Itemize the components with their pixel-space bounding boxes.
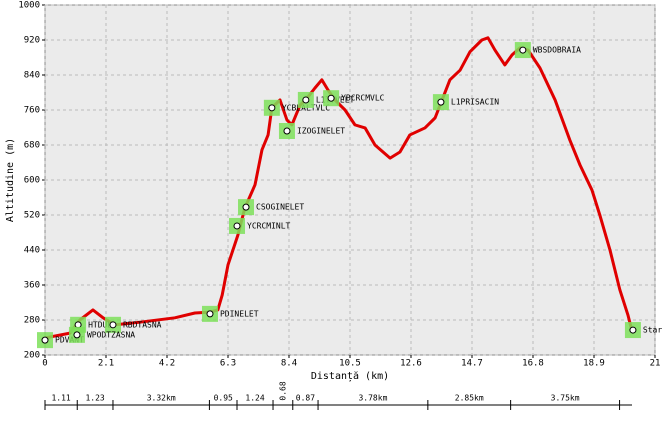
waypoint-icon (242, 203, 250, 211)
segment-label: 3.32km (147, 394, 176, 403)
waypoint-icon (629, 326, 637, 334)
x-tick-label: 14.7 (461, 359, 483, 369)
x-tick-label: 0 (42, 359, 47, 369)
y-tick-label: 1000 (18, 1, 40, 11)
waypoint-label: WBSDOBRAIA (533, 46, 581, 55)
segment-label: 0.87 (296, 394, 315, 403)
waypoint-label: YCRCMINLT (247, 221, 291, 230)
x-tick-label: 8.4 (281, 359, 297, 369)
waypoint-icon (233, 222, 241, 230)
waypoint-icon (283, 127, 291, 135)
y-tick-label: 680 (24, 141, 40, 151)
y-tick-label: 280 (24, 316, 40, 326)
waypoint-label: PDINELET (220, 309, 259, 318)
y-tick-label: 600 (24, 176, 40, 186)
segment-label: 0.95 (214, 394, 233, 403)
y-tick-label: 840 (24, 71, 40, 81)
waypoint-label: IZOGINELET (297, 127, 345, 136)
waypoint-icon (327, 94, 335, 102)
waypoint-icon (41, 336, 49, 344)
waypoint-label: RBDTASNA (123, 320, 162, 329)
x-tick-label: 12.6 (400, 359, 422, 369)
waypoint-icon (519, 46, 527, 54)
segment-label: 1.23 (85, 394, 104, 403)
segment-label: 0.68 (278, 381, 287, 400)
segment-label: 3.75km (551, 394, 580, 403)
x-axis-title: Distanță (km) (311, 370, 389, 382)
y-tick-label: 200 (24, 351, 40, 361)
y-tick-label: 520 (24, 211, 40, 221)
waypoint-label: Start (643, 326, 662, 335)
y-axis-title: Altitudine (m) (5, 138, 16, 222)
y-tick-label: 440 (24, 246, 40, 256)
y-tick-label: 760 (24, 106, 40, 116)
y-tick-label: 360 (24, 281, 40, 291)
waypoint-icon (109, 321, 117, 329)
waypoint-icon (268, 104, 276, 112)
waypoint-label: L1PRISACIN (451, 98, 499, 107)
segment-label: 3.78km (358, 394, 387, 403)
y-tick-label: 920 (24, 36, 40, 46)
segment-label: 1.11 (51, 394, 70, 403)
waypoint-label: HTDUL (88, 320, 112, 329)
x-tick-label: 2.1 (98, 359, 114, 369)
segment-label: 2.85km (455, 394, 484, 403)
waypoint-icon (302, 96, 310, 104)
waypoint-icon (206, 310, 214, 318)
x-tick-label: 18.9 (583, 359, 605, 369)
waypoint-label: YBCRCMVLC (341, 94, 385, 103)
x-tick-label: 21 (650, 359, 661, 369)
x-tick-label: 16.8 (522, 359, 544, 369)
waypoint-label: CSOGINELET (256, 203, 304, 212)
x-tick-label: 4.2 (159, 359, 175, 369)
x-tick-label: 10.5 (339, 359, 361, 369)
waypoint-label: WPODTZASNA (87, 330, 135, 339)
x-tick-label: 6.3 (220, 359, 236, 369)
segment-label: 1.24 (245, 394, 264, 403)
waypoint-icon (73, 331, 81, 339)
waypoint-icon (437, 98, 445, 106)
